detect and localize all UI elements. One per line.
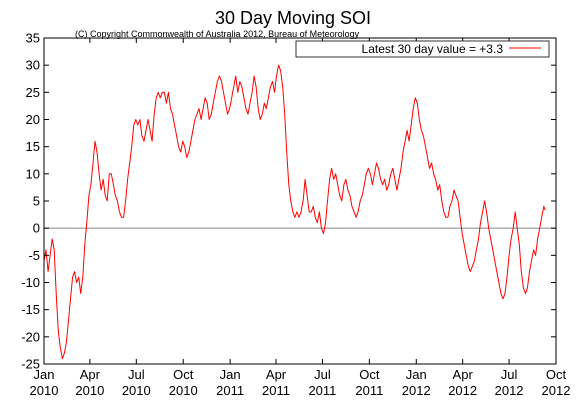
x-tick-label-year: 2010: [30, 383, 59, 398]
x-tick-label-month: Oct: [173, 367, 194, 382]
y-tick-label: -10: [21, 275, 40, 290]
y-tick-label: 10: [26, 166, 40, 181]
y-axis: -25 -20 -15 -10 -5 0 5 10 15 20 25 30 35: [21, 31, 556, 372]
x-tick-label-year: 2012: [448, 383, 477, 398]
x-tick-label-year: 2010: [122, 383, 151, 398]
x-tick-label-month: Jan: [406, 367, 427, 382]
chart-title: 30 Day Moving SOI: [215, 8, 371, 28]
x-tick-label-month: Apr: [453, 367, 474, 382]
x-tick-label-month: Apr: [80, 367, 101, 382]
x-axis: Jan2010Apr2010Jul2010Oct2010Jan2011Apr20…: [30, 38, 571, 398]
y-tick-label: 0: [33, 221, 40, 236]
legend: Latest 30 day value = +3.3: [295, 40, 550, 58]
x-tick-label-month: Jul: [501, 367, 518, 382]
x-tick-label-year: 2010: [169, 383, 198, 398]
x-tick-label-month: Oct: [359, 367, 380, 382]
x-tick-label-year: 2011: [262, 383, 290, 398]
x-tick-label-year: 2012: [542, 383, 571, 398]
x-tick-label-month: Jul: [314, 367, 331, 382]
series-layer: [43, 64, 546, 360]
x-tick-label-year: 2011: [216, 383, 244, 398]
x-tick-label-month: Jul: [128, 367, 145, 382]
x-tick-label-year: 2010: [75, 383, 104, 398]
x-tick-label-month: Apr: [266, 367, 287, 382]
chart-subtitle: (C) Copyright Commonwealth of Australia …: [75, 29, 360, 39]
x-tick-label-year: 2011: [355, 383, 383, 398]
x-tick-label-month: Jan: [220, 367, 241, 382]
x-tick-label-month: Oct: [546, 367, 567, 382]
y-tick-label: 30: [26, 58, 40, 73]
x-tick-label-year: 2012: [402, 383, 431, 398]
y-tick-label: 5: [33, 194, 40, 209]
y-tick-label: -15: [21, 302, 40, 317]
x-tick-label-year: 2012: [495, 383, 524, 398]
legend-box: [295, 40, 550, 58]
x-tick-label-year: 2011: [308, 383, 336, 398]
x-tick-label-month: Jan: [34, 367, 55, 382]
y-tick-label: -20: [21, 329, 40, 344]
y-tick-label: 25: [26, 85, 40, 100]
y-tick-label: 35: [26, 31, 40, 46]
y-tick-label: -5: [28, 248, 40, 263]
y-tick-label: 20: [26, 112, 40, 127]
y-tick-label: 15: [26, 139, 40, 154]
series-line: [43, 64, 546, 360]
legend-label: Latest 30 day value = +3.3: [362, 42, 504, 56]
y-tick-label: -25: [21, 357, 40, 372]
